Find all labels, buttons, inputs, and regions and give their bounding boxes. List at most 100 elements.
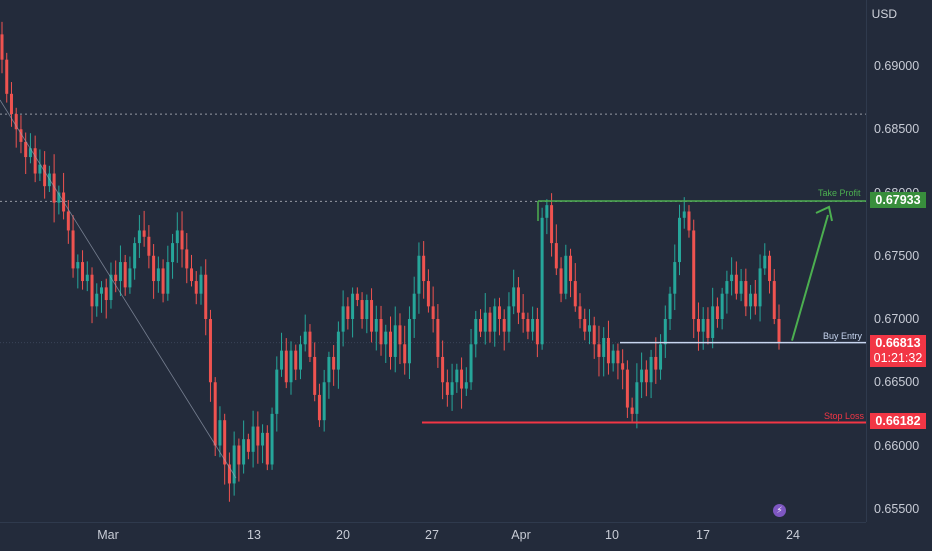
time-tick-label: 17: [696, 528, 710, 542]
candle: [768, 250, 772, 294]
candle: [734, 261, 738, 300]
candle: [545, 199, 549, 235]
candle: [265, 425, 269, 471]
candle: [526, 312, 530, 340]
candle: [237, 438, 241, 482]
candle: [749, 284, 753, 320]
candle: [635, 363, 639, 429]
candle: [147, 225, 151, 269]
candle: [497, 297, 501, 336]
candle: [692, 219, 696, 339]
price-tick-label: 0.65500: [874, 501, 920, 516]
buy-entry-label: Buy Entry: [823, 330, 863, 341]
candle: [142, 210, 146, 247]
candle: [156, 256, 160, 293]
candle: [455, 363, 459, 393]
candle: [573, 263, 577, 312]
candle: [531, 306, 535, 341]
candle: [227, 452, 231, 502]
chart-plot[interactable]: [0, 0, 866, 522]
candle: [370, 288, 374, 343]
candle: [696, 302, 700, 351]
price-tick-label: 0.69000: [874, 59, 920, 73]
candle: [464, 367, 468, 396]
candle: [355, 287, 359, 307]
candle: [730, 257, 734, 296]
price-tick-label: 0.68500: [874, 122, 920, 137]
candle: [327, 351, 331, 399]
candle: [242, 420, 246, 474]
candle: [14, 107, 18, 148]
time-axis[interactable]: [0, 522, 866, 551]
price-tick-label: 0.66000: [874, 438, 920, 453]
candle: [606, 320, 610, 375]
candle: [52, 154, 56, 223]
candle: [550, 193, 554, 257]
candle: [512, 269, 516, 315]
candle: [445, 369, 449, 407]
candle: [208, 309, 212, 402]
candle: [649, 349, 653, 399]
time-tick-label: Mar: [97, 528, 119, 542]
candle: [76, 254, 80, 289]
time-tick-label: 13: [247, 528, 261, 542]
candle: [351, 287, 355, 338]
target-arrow-head: [815, 205, 833, 222]
candle: [133, 237, 137, 280]
candle: [379, 305, 383, 356]
candle: [317, 383, 321, 427]
candle: [218, 406, 222, 458]
candle: [289, 341, 293, 395]
candle: [479, 309, 483, 338]
candle: [597, 325, 601, 377]
candle: [417, 242, 421, 314]
candle: [559, 257, 563, 303]
candle: [308, 324, 312, 363]
candle: [213, 377, 217, 457]
bar-countdown: 01:21:32: [873, 350, 923, 365]
candle: [488, 307, 492, 343]
target-arrow-shaft: [791, 214, 829, 341]
candle: [298, 335, 302, 380]
candle: [763, 243, 767, 275]
candle: [616, 343, 620, 380]
candle: [223, 413, 227, 485]
candle: [261, 424, 265, 464]
candle: [393, 306, 397, 373]
candle: [564, 244, 568, 300]
candle: [502, 309, 506, 351]
candle: [24, 132, 28, 174]
candle: [336, 321, 340, 389]
lightning-icon[interactable]: ⚡: [773, 504, 786, 517]
buy-entry-price-tag: 0.66813 01:21:32: [870, 334, 926, 367]
candle: [280, 332, 284, 377]
candle: [569, 248, 573, 298]
candle: [166, 245, 170, 301]
stop-loss-label: Stop Loss: [824, 411, 865, 422]
candle: [180, 211, 184, 268]
candle: [678, 204, 682, 276]
candle: [81, 250, 85, 290]
candle: [232, 431, 236, 496]
candle: [640, 352, 644, 399]
trend-line: [0, 99, 237, 479]
time-tick-label: 20: [336, 528, 350, 542]
candle: [95, 283, 99, 317]
candle: [294, 344, 298, 381]
candle: [739, 268, 743, 302]
candle: [720, 287, 724, 330]
time-tick-label: Apr: [511, 528, 531, 542]
candle: [673, 244, 677, 311]
candle: [654, 337, 658, 384]
candle: [251, 410, 255, 468]
candle: [663, 305, 667, 358]
candle: [284, 338, 288, 389]
candle: [469, 328, 473, 390]
candle: [0, 21, 4, 74]
candle: [431, 286, 435, 333]
price-axis[interactable]: USD: [866, 0, 932, 522]
candle: [412, 276, 416, 338]
candle: [175, 212, 179, 263]
candle: [275, 356, 279, 432]
